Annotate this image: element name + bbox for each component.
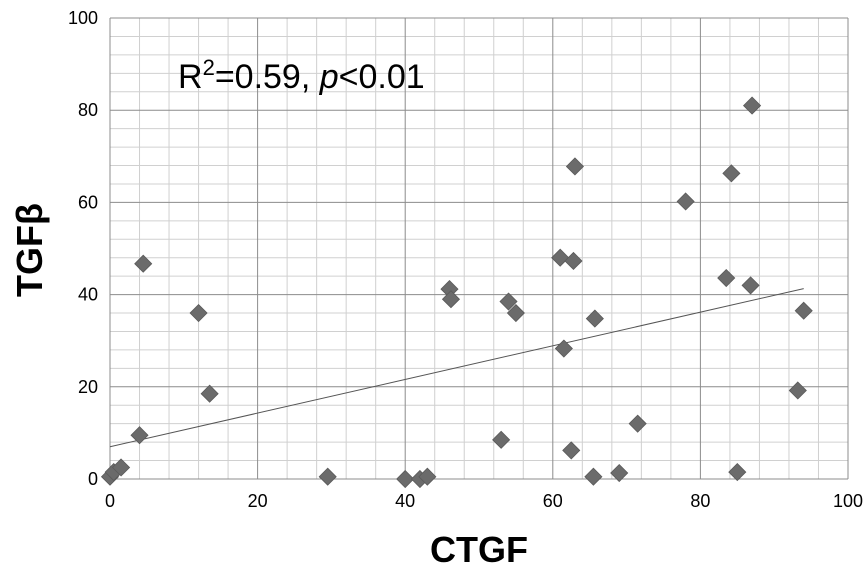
data-point-diamond (564, 251, 583, 271)
data-point-diamond (676, 192, 695, 211)
data-points (100, 96, 813, 489)
regression-annotation: R2=0.59, p<0.01 (178, 55, 425, 96)
data-point-diamond (741, 276, 760, 295)
x-tick-label: 40 (395, 491, 415, 511)
r-superscript: 2 (203, 55, 215, 80)
p-label: p (319, 58, 339, 96)
data-point-diamond (112, 458, 131, 477)
y-tick-label: 60 (78, 192, 98, 212)
data-point-diamond (418, 467, 437, 486)
trendline-group (109, 288, 804, 448)
r-label: R (178, 58, 203, 96)
data-point-diamond (189, 303, 208, 323)
data-point-diamond (506, 303, 525, 323)
data-point-diamond (554, 339, 573, 358)
grid-lines (109, 17, 849, 480)
p-value: <0.01 (339, 58, 425, 96)
data-point-diamond (717, 268, 736, 288)
x-tick-label: 20 (248, 491, 268, 511)
y-tick-label: 40 (78, 285, 98, 305)
trendline (109, 288, 804, 448)
data-point-diamond (130, 426, 149, 445)
data-point-diamond (499, 292, 518, 311)
data-point-diamond (610, 463, 629, 483)
data-point-diamond (551, 248, 570, 267)
x-tick-label: 100 (833, 491, 863, 511)
data-point-diamond (441, 290, 461, 309)
x-axis-title: CTGF (430, 529, 528, 565)
data-point-diamond (794, 301, 813, 320)
data-point-diamond (134, 254, 153, 273)
x-tick-labels: 0 20 40 60 80 100 (105, 491, 863, 511)
y-tick-label: 80 (78, 100, 98, 120)
x-tick-label: 0 (105, 491, 115, 511)
data-point-diamond (628, 414, 647, 433)
x-tick-label: 80 (690, 491, 710, 511)
data-point-diamond (318, 467, 337, 486)
x-tick-label: 60 (543, 491, 563, 511)
data-point-diamond (396, 469, 415, 489)
y-tick-labels: 0 20 40 60 80 100 (68, 8, 98, 489)
data-point-diamond (492, 430, 511, 449)
data-point-diamond (565, 157, 585, 176)
data-point-diamond (584, 467, 603, 486)
data-point-diamond (200, 384, 219, 403)
r-value: =0.59, (215, 58, 320, 96)
data-point-diamond (728, 463, 747, 482)
data-point-diamond (722, 164, 741, 183)
data-point-diamond (788, 381, 807, 400)
data-point-diamond (742, 96, 762, 115)
y-axis-title: TGFβ (9, 203, 50, 297)
data-point-diamond (585, 309, 604, 328)
y-tick-label: 0 (88, 469, 98, 489)
y-tick-label: 100 (68, 8, 98, 28)
data-point-diamond (562, 441, 581, 460)
y-tick-label: 20 (78, 377, 98, 397)
